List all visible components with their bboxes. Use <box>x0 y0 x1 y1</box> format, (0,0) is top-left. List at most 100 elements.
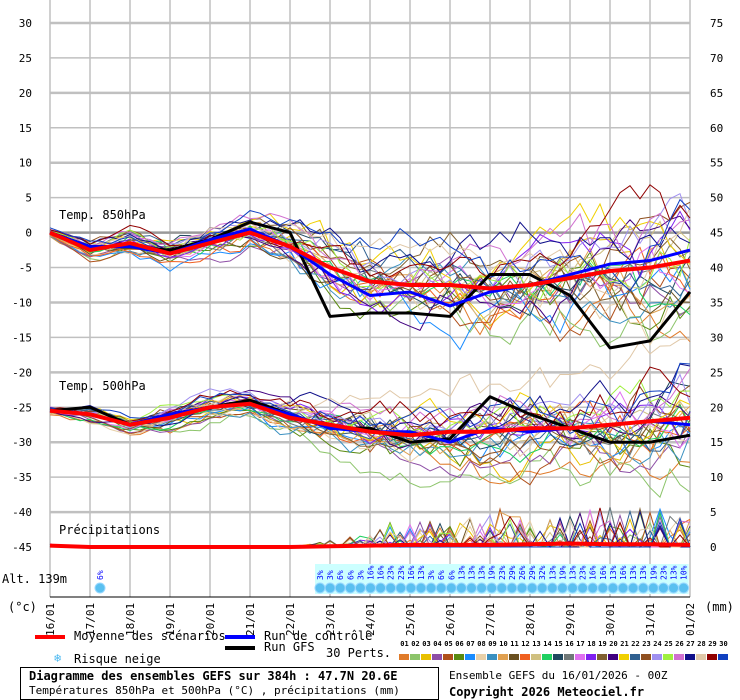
pert-swatch <box>553 654 563 660</box>
y-right-tick: 55 <box>710 157 723 170</box>
snow-risk-pct: 6% <box>447 570 456 580</box>
snow-risk-pct: 6% <box>96 570 105 580</box>
snow-risk-pct: 16% <box>619 565 628 580</box>
pert-number: 01 <box>400 640 409 648</box>
pert-swatch <box>641 654 651 660</box>
label-t850: Temp. 850hPa <box>59 208 146 222</box>
pert-swatch <box>718 654 728 660</box>
pert-number: 11 <box>510 640 519 648</box>
pert-swatch <box>509 654 519 660</box>
snowflake-icon <box>577 582 589 594</box>
snowflake-icon <box>395 582 407 594</box>
x-tick-label: 01/02 <box>684 603 697 636</box>
ensemble-member-25 <box>49 226 691 301</box>
snowflake-icon <box>536 582 548 594</box>
pert-swatch <box>696 654 706 660</box>
pert-swatch <box>487 654 497 660</box>
snowflake-icon <box>365 582 376 594</box>
y-left-tick: -30 <box>12 436 32 449</box>
pert-swatch <box>410 654 420 660</box>
pert-number: 24 <box>653 640 662 648</box>
pert-legend-item: 29 <box>707 640 718 660</box>
pert-legend-item: 19 <box>597 640 608 660</box>
pert-legend-item: 17 <box>575 640 586 660</box>
snowflake-icon <box>425 582 437 594</box>
pert-swatch <box>531 654 541 660</box>
pert-legend-item: 23 <box>641 640 652 660</box>
snowflake-icon <box>556 582 568 594</box>
y-right-tick: 60 <box>710 122 723 135</box>
y-left-tick: -5 <box>19 262 32 275</box>
pert-legend-item: 15 <box>553 640 564 660</box>
x-tick-label: 30/01 <box>604 603 617 636</box>
pert-swatch <box>421 654 431 660</box>
snow-risk-pct: 13% <box>478 565 487 580</box>
y-left-unit: (°c) <box>8 600 37 614</box>
snow-risk-pct: 3% <box>356 570 365 580</box>
y-right-tick: 0 <box>710 541 717 554</box>
pert-swatch <box>498 654 508 660</box>
title-box: Diagramme des ensembles GEFS sur 384h : … <box>20 667 439 700</box>
pert-swatch <box>476 654 486 660</box>
ensemble-member-21 <box>49 202 691 299</box>
snowflake-icon <box>385 582 397 594</box>
snowflake-icon <box>506 582 518 594</box>
pert-legend-item: 08 <box>476 640 487 660</box>
pert-legend-item: 02 <box>410 640 421 660</box>
snow-risk-pct: 26% <box>518 565 527 580</box>
pert-number: 07 <box>466 640 475 648</box>
legend-mean: Moyenne des scénarios <box>74 629 226 643</box>
y-left-tick: -35 <box>12 471 32 484</box>
snowflake-icon <box>637 582 649 594</box>
pert-legend-item: 04 <box>432 640 443 660</box>
pert-swatch <box>542 654 552 660</box>
pert-number: 22 <box>631 640 640 648</box>
y-right-tick: 15 <box>710 436 723 449</box>
snow-risk-pct: 16% <box>367 565 376 580</box>
snow-risk-pct: 6% <box>437 570 446 580</box>
y-right-unit: (mm) <box>705 600 734 614</box>
pert-legend-item: 28 <box>696 640 707 660</box>
snow-risk-pct: 6% <box>336 570 345 580</box>
pert-number: 29 <box>708 640 717 648</box>
pert-number: 26 <box>675 640 684 648</box>
pert-number: 09 <box>488 640 497 648</box>
y-left-tick: 0 <box>25 227 32 240</box>
snowflake-icon <box>567 582 578 594</box>
snowflake-icon <box>607 582 619 594</box>
x-tick-label: 31/01 <box>644 603 657 636</box>
snow-risk-pct: 13% <box>609 565 618 580</box>
x-tick-label: 25/01 <box>404 603 417 636</box>
snow-risk-pct: 13% <box>629 565 638 580</box>
snowflake-icon <box>314 582 326 594</box>
x-tick-label: 23/01 <box>324 603 337 636</box>
ensemble-member-28 <box>49 338 691 426</box>
y-right-tick: 10 <box>710 471 723 484</box>
snowflake-icon <box>516 582 528 594</box>
snow-risk-pct: 23% <box>387 565 396 580</box>
snow-risk-pct: 13% <box>670 565 679 580</box>
snowflake-icon <box>668 582 679 594</box>
pert-number: 13 <box>532 640 541 648</box>
snowflake-icon <box>466 582 477 594</box>
label-precip: Précipitations <box>59 523 161 537</box>
pert-legend-item: 27 <box>685 640 696 660</box>
snow-risk-pct: 32% <box>538 565 547 580</box>
snowflake-icon <box>445 582 457 594</box>
legend-gfs: Run GFS <box>264 640 315 654</box>
pert-number: 15 <box>554 640 563 648</box>
pert-swatch <box>399 654 409 660</box>
pert-legend-item: 07 <box>465 640 476 660</box>
ensemble-member-23 <box>49 384 691 459</box>
pert-number: 04 <box>433 640 442 648</box>
snowflake-icon <box>617 582 629 594</box>
snowflake-icon <box>354 582 366 594</box>
snowflake-icon <box>455 582 467 594</box>
pert-swatch <box>608 654 618 660</box>
pert-number: 08 <box>477 640 486 648</box>
snow-risk-pct: 16% <box>407 565 416 580</box>
x-tick-label: 16/01 <box>44 603 57 636</box>
pert-number: 12 <box>521 640 530 648</box>
pert-swatch <box>575 654 585 660</box>
